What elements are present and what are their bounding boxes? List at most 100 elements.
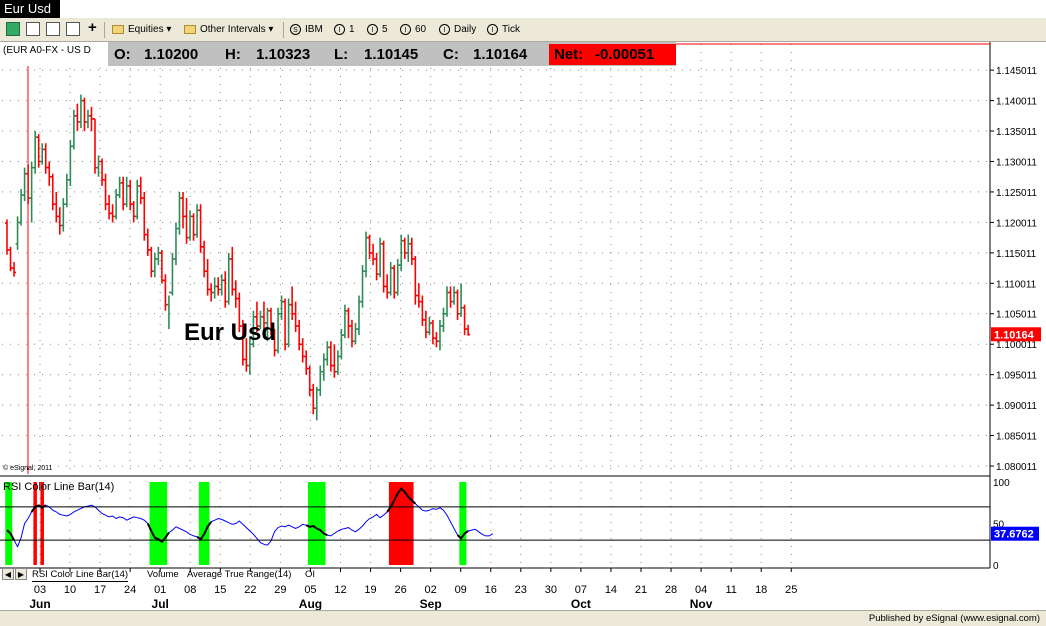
rsi-zone-line xyxy=(146,523,170,544)
equities-menu[interactable]: Equities ▾ xyxy=(112,21,171,38)
scroll-right-icon[interactable]: ▶ xyxy=(15,568,27,580)
rsi-oversold-zone xyxy=(198,482,210,565)
rsi-zone-line xyxy=(456,530,469,540)
date-tick-label: 15 xyxy=(214,584,226,596)
month-label: Sep xyxy=(420,597,442,610)
symbol-label: (EUR A0-FX - US D xyxy=(3,45,91,56)
month-label: Oct xyxy=(571,597,591,610)
rsi-zone-line xyxy=(38,504,47,509)
date-tick-label: 23 xyxy=(515,584,527,596)
last-price-box xyxy=(991,327,1041,342)
date-tick-label: 01 xyxy=(154,584,166,596)
net-label: Net: xyxy=(554,46,583,63)
date-tick-label: 02 xyxy=(425,584,437,596)
month-label: Nov xyxy=(690,597,713,610)
rsi-overbought-zone xyxy=(388,482,414,565)
price-tick-label: 1.130011 xyxy=(996,157,1037,168)
folder-icon xyxy=(184,24,196,34)
rsi-value-label: 37.6762 xyxy=(994,529,1034,541)
interval-icon: I xyxy=(367,23,378,35)
high-label: H: xyxy=(225,46,241,63)
other-intervals-label: Other Intervals xyxy=(200,24,266,35)
price-tick-label: 1.095011 xyxy=(996,371,1037,382)
properties-icon[interactable] xyxy=(66,22,80,36)
daily-label: Daily xyxy=(454,24,477,35)
rsi-zones xyxy=(5,482,467,565)
rsi-oversold-zone xyxy=(459,482,467,565)
date-tick-label: 21 xyxy=(635,584,647,596)
equities-label: Equities xyxy=(128,24,164,35)
title-bar: Eur Usd xyxy=(0,0,1046,18)
price-chart[interactable]: 1.145011 1.140011 1.135011 1.130011 1.125011… xyxy=(0,42,1046,610)
date-tick-label: 25 xyxy=(785,584,797,596)
price-tick-label: 1.120011 xyxy=(996,218,1037,229)
indicator-tab-bar: ◀ ▶ RSI Color Line Bar(14) Volume Averag… xyxy=(0,568,330,582)
last-price-label: 1.10164 xyxy=(994,329,1035,341)
date-tick-label: 08 xyxy=(184,584,196,596)
date-tick-label: 24 xyxy=(124,584,136,596)
interval-icon: I xyxy=(400,23,411,35)
price-tick-label: 1.100011 xyxy=(996,340,1037,351)
add-icon[interactable]: + xyxy=(88,19,97,36)
date-tick-label: 04 xyxy=(695,584,707,596)
symbol-box xyxy=(0,42,108,66)
rsi-oversold-zone xyxy=(5,482,13,565)
date-tick-label: 10 xyxy=(64,584,76,596)
rsi-zone-line xyxy=(196,521,213,541)
tab-volume[interactable]: Volume xyxy=(147,569,179,580)
interval-60-button[interactable]: I 60 xyxy=(400,21,426,38)
date-tick-label: 22 xyxy=(244,584,256,596)
rsi-overbought-zone xyxy=(33,482,37,565)
price-tick-label: 1.115011 xyxy=(996,249,1037,260)
tab-rsi[interactable]: RSI Color Line Bar(14) xyxy=(32,569,129,582)
page-icon[interactable] xyxy=(26,22,40,36)
rsi-value-box xyxy=(991,526,1039,541)
scroll-left-icon[interactable]: ◀ xyxy=(2,568,14,580)
window-title-tab[interactable]: Eur Usd xyxy=(0,0,60,18)
open-value: 1.10200 xyxy=(144,46,198,63)
month-label: Jul xyxy=(152,597,169,610)
price-tick-label: 1.085011 xyxy=(996,432,1037,443)
price-tick-label: 1.125011 xyxy=(996,188,1037,199)
other-intervals-menu[interactable]: Other Intervals ▾ xyxy=(184,21,273,38)
copy-icon[interactable] xyxy=(46,22,60,36)
folder-icon xyxy=(112,24,124,34)
chart-icon[interactable] xyxy=(6,22,20,36)
price-tick-label: 1.145011 xyxy=(996,66,1037,77)
tab-oi[interactable]: OI xyxy=(305,569,316,580)
interval-tick-button[interactable]: I Tick xyxy=(487,21,520,38)
date-tick-label: 07 xyxy=(575,584,587,596)
window-title: Eur Usd xyxy=(4,1,51,16)
close-label: C: xyxy=(443,46,459,63)
date-tick-label: 03 xyxy=(34,584,46,596)
rsi-overbought-zone xyxy=(40,482,44,565)
interval-icon: I xyxy=(439,23,450,35)
ibm-label: IBM xyxy=(305,24,323,35)
chart-overlay: (EUR A0-FX - US D O: 1.10200 H: 1.10323 … xyxy=(0,42,676,493)
low-label: L: xyxy=(334,46,348,63)
date-tick-label: 19 xyxy=(364,584,376,596)
price-tick-label: 1.135011 xyxy=(996,127,1037,138)
interval-1-label: 1 xyxy=(349,24,355,35)
date-tick-label: 14 xyxy=(605,584,617,596)
toolbar-separator xyxy=(104,22,105,38)
low-value: 1.10145 xyxy=(364,46,418,63)
symbol-ibm-button[interactable]: S IBM xyxy=(290,21,323,38)
interval-daily-button[interactable]: I Daily xyxy=(439,21,476,38)
date-tick-label: 17 xyxy=(94,584,106,596)
indicator-title: RSI Color Line Bar(14) xyxy=(3,481,114,493)
price-tick-label: 1.140011 xyxy=(996,97,1037,108)
tab-atr[interactable]: Average True Range(14) xyxy=(187,569,292,580)
open-label: O: xyxy=(114,46,131,63)
rsi-zone-line xyxy=(386,487,416,513)
price-tick-label: 1.105011 xyxy=(996,310,1037,321)
interval-icon: I xyxy=(334,23,345,35)
status-bar: Published by eSignal (www.esignal.com) xyxy=(0,610,1046,626)
price-bars xyxy=(5,94,494,548)
date-tick-label: 09 xyxy=(455,584,467,596)
date-tick-label: 29 xyxy=(274,584,286,596)
chart-annotation: Eur Usd xyxy=(184,319,276,346)
